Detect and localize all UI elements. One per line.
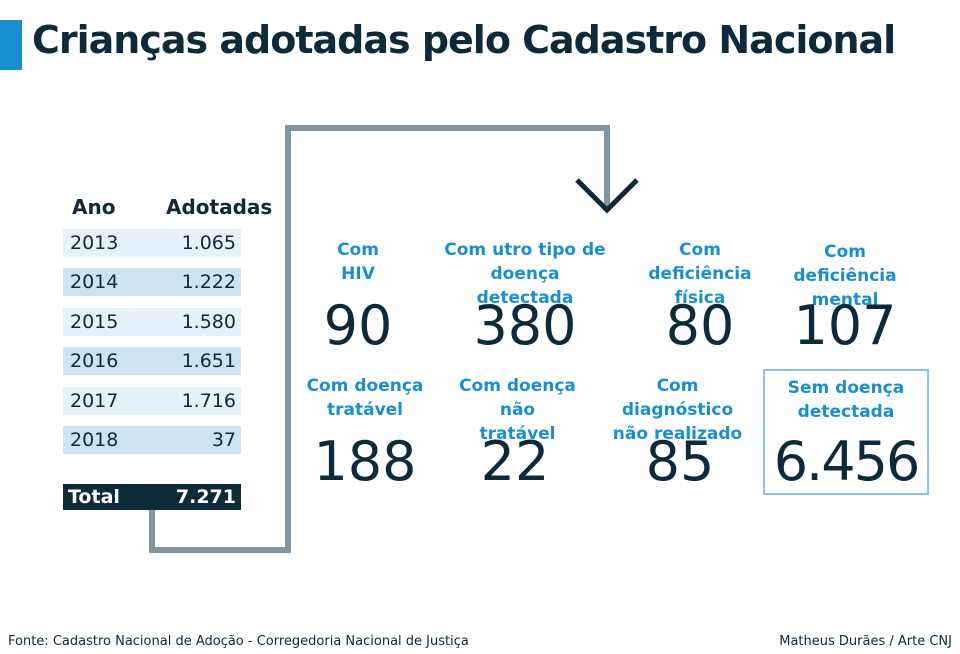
category-value-no-disease: 6.456: [773, 430, 921, 493]
label-line: tratável: [326, 400, 404, 420]
category-value-untreatable: 22: [480, 430, 550, 493]
category-label-other-disease: Com utro tipo de doença detectada: [440, 238, 610, 310]
table-row: 2014 1.222: [63, 268, 241, 296]
label-line: Com doença não: [459, 376, 576, 420]
column-header-year: Ano: [72, 195, 116, 219]
label-line: mental: [811, 290, 879, 310]
row-value: 1.065: [181, 232, 236, 254]
label-line: Com: [337, 240, 379, 260]
category-label-physical-disability: Com deficiência física: [630, 238, 770, 310]
page-title: Crianças adotadas pelo Cadastro Nacional: [32, 18, 896, 62]
label-line: Com deficiência: [793, 242, 897, 286]
category-value-mental-disability: 107: [793, 294, 897, 357]
arrowhead-icon: [575, 178, 639, 214]
label-line: detectada: [797, 402, 895, 422]
total-value: 7.271: [175, 486, 236, 508]
category-value-not-diagnosed: 85: [645, 430, 715, 493]
row-year: 2015: [70, 311, 119, 333]
table-row: 2015 1.580: [63, 308, 241, 336]
row-value: 37: [211, 429, 236, 451]
row-year: 2014: [70, 271, 119, 293]
table-row: 2016 1.651: [63, 347, 241, 375]
table-row: 2013 1.065: [63, 229, 241, 257]
label-line: doença detectada: [476, 264, 574, 308]
category-label-mental-disability: Com deficiência mental: [775, 240, 915, 312]
row-year: 2018: [70, 429, 119, 451]
row-year: 2017: [70, 390, 119, 412]
source-note: Fonte: Cadastro Nacional de Adoção - Cor…: [8, 634, 469, 649]
label-line: não realizado: [612, 424, 743, 444]
category-value-other-disease: 380: [473, 294, 577, 357]
title-accent-bar: [0, 20, 22, 70]
category-label-hiv: Com HIV: [318, 238, 398, 286]
category-label-untreatable: Com doença não tratável: [440, 374, 595, 446]
label-line: Com doença: [306, 376, 424, 396]
category-value-physical-disability: 80: [665, 294, 735, 357]
row-value: 1.651: [181, 350, 236, 372]
category-label-not-diagnosed: Com diagnóstico não realizado: [600, 374, 755, 446]
label-line: Sem doença: [787, 378, 905, 398]
label-line: HIV: [341, 264, 375, 284]
category-value-treatable: 188: [313, 430, 417, 493]
highlight-box: [763, 369, 929, 495]
row-year: 2016: [70, 350, 119, 372]
row-year: 2013: [70, 232, 119, 254]
category-value-hiv: 90: [323, 294, 393, 357]
table-row: 2018 37: [63, 426, 241, 454]
label-line: Com diagnóstico: [621, 376, 734, 420]
category-label-treatable: Com doença tratável: [300, 374, 430, 422]
label-line: Com deficiência: [648, 240, 752, 284]
column-header-adopted: Adotadas: [166, 195, 273, 219]
label-line: física: [674, 288, 726, 308]
label-line: tratável: [479, 424, 556, 444]
category-label-no-disease: Sem doença detectada: [773, 376, 919, 424]
table-total-row: Total 7.271: [63, 484, 241, 510]
row-value: 1.222: [181, 271, 236, 293]
credit-note: Matheus Durães / Arte CNJ: [779, 634, 952, 649]
total-label: Total: [68, 486, 120, 508]
connector-line: [149, 125, 610, 553]
row-value: 1.580: [181, 311, 236, 333]
row-value: 1.716: [181, 390, 236, 412]
label-line: Com utro tipo de: [444, 240, 606, 260]
table-row: 2017 1.716: [63, 387, 241, 415]
